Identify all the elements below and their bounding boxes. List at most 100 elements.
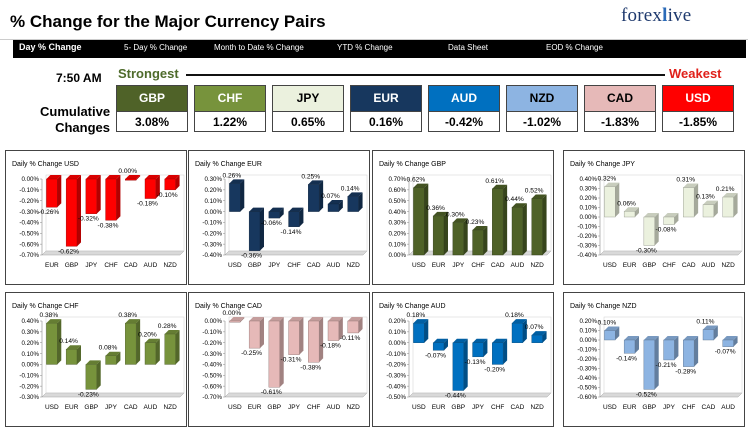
y-tick-label: -0.20% bbox=[202, 230, 222, 237]
y-tick-label: -0.40% bbox=[577, 375, 597, 382]
bar-cad bbox=[125, 175, 141, 181]
category-label: NZD bbox=[530, 404, 544, 411]
chart-title: Daily % Change GBP bbox=[379, 161, 446, 168]
nav-data-sheet[interactable]: Data Sheet bbox=[448, 43, 489, 52]
bar-face bbox=[413, 187, 425, 256]
bar-face bbox=[229, 320, 241, 323]
weakest-label: Weakest bbox=[669, 66, 722, 81]
bar-cad bbox=[492, 184, 508, 256]
data-label: -0.44% bbox=[445, 392, 466, 399]
y-tick-label: -0.60% bbox=[577, 394, 597, 401]
bar-face bbox=[643, 339, 655, 390]
bar-face bbox=[722, 196, 734, 218]
data-label: -0.21% bbox=[656, 362, 677, 369]
bar-side bbox=[634, 207, 639, 217]
category-label: EUR bbox=[623, 404, 637, 411]
chart-panel-nzd: Daily % Change NZD 0.20% 0.10% 0.00% -0.10% -… bbox=[563, 292, 745, 427]
y-tick-label: -0.40% bbox=[577, 252, 597, 259]
bar-side bbox=[76, 175, 81, 247]
bar-face bbox=[105, 178, 117, 221]
bar-face bbox=[663, 216, 675, 225]
bar-top bbox=[683, 183, 699, 188]
data-label: 0.23% bbox=[466, 219, 485, 226]
bar-top bbox=[46, 319, 62, 324]
category-label: USD bbox=[603, 262, 617, 269]
bar-cad bbox=[511, 319, 527, 343]
data-label: 0.13% bbox=[696, 194, 715, 201]
bar-side bbox=[338, 317, 343, 341]
bar-usd bbox=[604, 182, 620, 218]
bar-top bbox=[452, 338, 468, 343]
bar-face bbox=[511, 322, 524, 343]
tile-usd: USD -1.85% bbox=[662, 85, 734, 132]
bar-side bbox=[615, 326, 620, 340]
bar-top bbox=[66, 345, 81, 350]
bar-top bbox=[531, 194, 547, 199]
bar-aud bbox=[144, 338, 160, 365]
category-label: CHF bbox=[471, 262, 484, 269]
bar-top bbox=[512, 319, 527, 324]
strongest-label: Strongest bbox=[118, 66, 179, 81]
tile-gbp: GBP 3.08% bbox=[116, 85, 188, 132]
y-tick-label: 0.20% bbox=[21, 340, 39, 347]
forexlive-logo[interactable]: forexlive bbox=[621, 5, 701, 37]
bar-gbp bbox=[248, 207, 264, 251]
category-label: JPY bbox=[288, 404, 301, 411]
category-label: EUR bbox=[65, 404, 79, 411]
y-tick-label: 0.10% bbox=[388, 329, 406, 336]
bar-face bbox=[663, 339, 675, 361]
y-tick-label: -0.30% bbox=[386, 372, 406, 379]
data-label: 0.28% bbox=[158, 323, 177, 330]
y-tick-label: 0.20% bbox=[388, 230, 406, 237]
category-label: CHF bbox=[682, 404, 695, 411]
chart-wall bbox=[45, 316, 185, 394]
nav-eod-change[interactable]: EOD % Change bbox=[546, 43, 603, 52]
nav-5-day-change[interactable]: 5- Day % Change bbox=[124, 43, 188, 52]
bar-face bbox=[308, 320, 320, 363]
y-tick-label: 0.20% bbox=[204, 187, 222, 194]
bar-side bbox=[424, 183, 429, 255]
bar-nzd bbox=[531, 194, 547, 256]
bar-jpy bbox=[105, 351, 121, 365]
bar-top bbox=[164, 330, 180, 335]
y-tick-label: -0.10% bbox=[577, 224, 597, 231]
bar-face bbox=[85, 364, 97, 390]
y-tick-label: -0.20% bbox=[19, 383, 39, 390]
bar-chart: Daily % Change GBP 0.70% 0.60% 0.50% 0.40% 0.… bbox=[379, 161, 552, 269]
tile-cumulative-value: -0.42% bbox=[429, 111, 499, 131]
category-label: JPY bbox=[472, 404, 485, 411]
y-tick-label: -0.10% bbox=[386, 351, 406, 358]
y-tick-label: -0.40% bbox=[202, 252, 222, 259]
nav-month-to-date[interactable]: Month to Date % Change bbox=[214, 43, 304, 52]
bar-face bbox=[511, 207, 524, 256]
bar-side bbox=[136, 319, 141, 365]
category-label: GBP bbox=[65, 262, 79, 269]
bar-chf bbox=[663, 213, 679, 225]
chart-panel-usd: Daily % Change USD 0.00% -0.10% -0.20% -0.30… bbox=[5, 150, 187, 285]
y-tick-label: -0.40% bbox=[202, 362, 222, 369]
bar-top bbox=[85, 175, 101, 179]
data-label: 0.32% bbox=[598, 176, 617, 183]
bar-face bbox=[105, 355, 117, 365]
bar-side bbox=[443, 211, 448, 255]
bar-nzd bbox=[347, 192, 363, 212]
bar-top bbox=[663, 213, 679, 217]
cumulative-label-line1: Cumulative bbox=[40, 104, 111, 119]
data-label: -0.26% bbox=[38, 209, 59, 216]
chart-title: Daily % Change CAD bbox=[195, 303, 262, 310]
y-tick-label: 0.30% bbox=[579, 186, 597, 193]
bar-side bbox=[279, 317, 284, 388]
bar-face bbox=[65, 349, 78, 365]
category-label: GBP bbox=[84, 404, 98, 411]
bar-face bbox=[623, 339, 636, 354]
bar-aud bbox=[327, 199, 343, 212]
tile-nzd: NZD -1.02% bbox=[506, 85, 578, 132]
bar-top bbox=[643, 213, 659, 217]
nav-bar: Day % Change 5- Day % Change Month to Da… bbox=[13, 40, 746, 58]
bar-face bbox=[144, 342, 157, 365]
nav-day-change[interactable]: Day % Change bbox=[19, 42, 82, 52]
bar-face bbox=[308, 184, 320, 212]
nav-ytd-change[interactable]: YTD % Change bbox=[337, 43, 393, 52]
data-label: 0.61% bbox=[485, 178, 504, 185]
data-label: -0.61% bbox=[261, 389, 282, 396]
